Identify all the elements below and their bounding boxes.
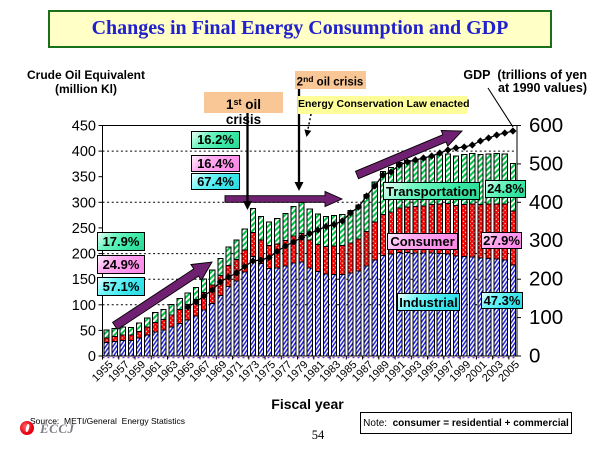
svg-text:450: 450 [72, 119, 96, 135]
svg-text:100: 100 [72, 298, 96, 314]
svg-text:50: 50 [80, 323, 96, 339]
svg-text:500: 500 [529, 152, 563, 175]
svg-text:0: 0 [529, 345, 540, 368]
svg-text:350: 350 [72, 170, 96, 186]
svg-text:250: 250 [72, 221, 96, 237]
svg-text:0: 0 [88, 349, 96, 365]
svg-text:300: 300 [72, 195, 96, 211]
svg-text:400: 400 [529, 191, 563, 214]
svg-text:200: 200 [529, 268, 563, 291]
svg-text:150: 150 [72, 272, 96, 288]
svg-text:200: 200 [72, 247, 96, 263]
svg-text:600: 600 [529, 114, 563, 137]
svg-text:300: 300 [529, 229, 563, 252]
svg-text:400: 400 [72, 144, 96, 160]
svg-text:100: 100 [529, 306, 563, 329]
